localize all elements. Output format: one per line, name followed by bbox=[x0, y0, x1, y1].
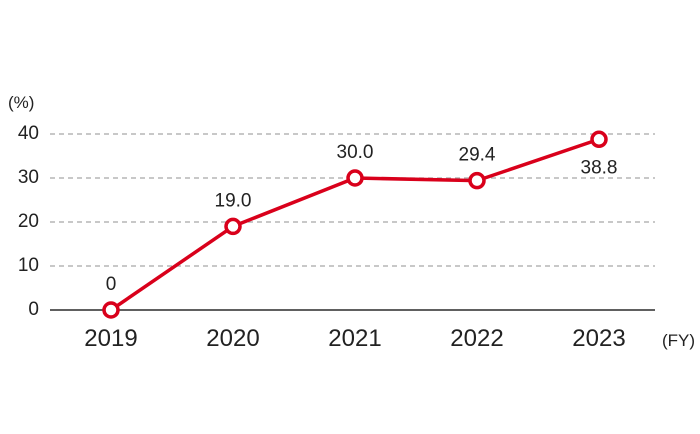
data-label: 0 bbox=[106, 274, 117, 295]
x-tick-labels: 2019 2020 2021 2022 2023 bbox=[84, 325, 625, 352]
x-tick-label: 2021 bbox=[328, 325, 381, 352]
data-label: 38.8 bbox=[581, 157, 618, 178]
y-unit-label: (%) bbox=[8, 93, 34, 112]
x-tick-label: 2019 bbox=[84, 325, 137, 352]
x-tick-label: 2020 bbox=[206, 325, 259, 352]
y-tick-label: 20 bbox=[18, 211, 39, 232]
y-tick-label: 40 bbox=[18, 123, 39, 144]
y-tick-label: 10 bbox=[18, 255, 39, 276]
y-tick-labels: 0 10 20 30 40 bbox=[18, 123, 39, 320]
series-line bbox=[110, 137, 600, 312]
data-point-marker bbox=[468, 171, 486, 190]
x-tick-label: 2022 bbox=[450, 325, 503, 352]
y-tick-label: 0 bbox=[28, 299, 39, 320]
x-unit-label: (FY) bbox=[662, 331, 695, 350]
data-labels: 0 19.0 30.0 29.4 38.8 bbox=[106, 142, 618, 295]
data-label: 29.4 bbox=[459, 145, 496, 166]
data-label: 19.0 bbox=[215, 190, 252, 211]
data-point-marker bbox=[102, 301, 120, 319]
data-label: 30.0 bbox=[337, 142, 374, 163]
x-tick-label: 2023 bbox=[572, 325, 625, 352]
data-point-marker bbox=[590, 130, 608, 149]
gridlines bbox=[50, 133, 655, 267]
data-point-marker bbox=[224, 217, 242, 236]
y-tick-label: 30 bbox=[18, 167, 39, 188]
series bbox=[102, 130, 608, 319]
data-point-marker bbox=[346, 169, 364, 187]
